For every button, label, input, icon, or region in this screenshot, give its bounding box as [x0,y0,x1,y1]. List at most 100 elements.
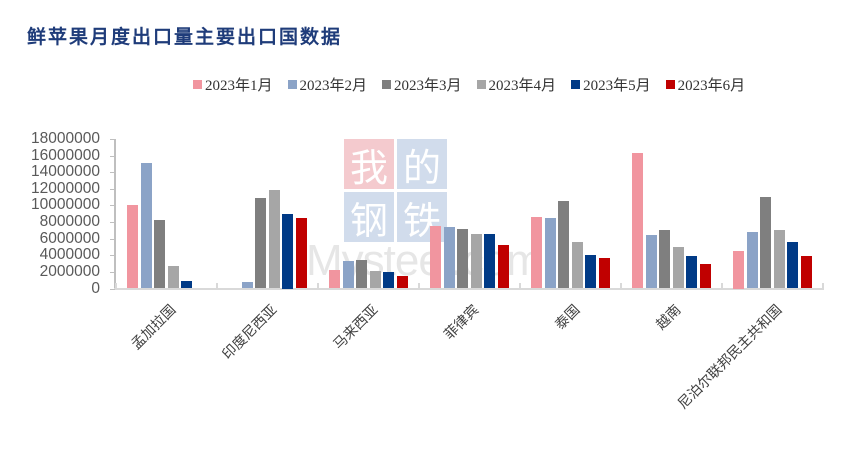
x-tick-mark [620,283,622,289]
y-tick-mark [110,272,115,273]
legend-label: 2023年3月 [394,78,462,94]
x-tick-mark [721,283,723,289]
legend-label: 2023年6月 [677,78,746,94]
x-tick-mark [519,283,521,289]
bar [470,233,482,289]
x-tick-mark [317,283,319,289]
y-tick-mark [110,255,115,256]
y-tick-mark [110,189,115,190]
bar [599,257,610,289]
bar [632,153,643,289]
x-tick-mark [216,283,218,289]
y-tick-label: 0 [91,279,100,297]
bar [241,281,253,289]
bar [558,201,570,289]
bar [544,217,556,289]
bar [773,230,785,289]
legend-item: 2023年3月 [382,74,462,95]
legend-item: 2023年4月 [476,74,557,95]
x-category-label: 尼泊尔联邦民主共和国 [674,302,785,413]
y-tick-label: 16000000 [31,146,100,164]
bar [140,163,152,289]
y-tick-mark [110,205,115,206]
legend-swatch-icon [382,80,392,89]
bar [498,245,509,289]
bar [672,246,684,289]
bar [127,205,138,289]
y-tick-label: 6000000 [39,229,100,247]
bar [484,233,496,289]
bar [383,271,395,289]
y-tick-label: 18000000 [31,130,100,147]
x-tick-mark [822,283,824,289]
x-category-label: 马来西亚 [329,302,381,353]
bar [329,270,340,289]
y-tick-mark [110,289,115,290]
y-axis-line [114,139,116,289]
y-tick-label: 12000000 [31,179,100,197]
y-tick-mark [110,239,115,240]
y-tick-mark [110,222,115,223]
legend-swatch-icon [665,80,675,89]
x-tick-mark [115,283,117,289]
x-tick-mark [418,283,420,289]
x-category-label: 孟加拉国 [127,302,179,353]
y-tick-label: 14000000 [31,163,100,181]
legend-swatch-icon [571,80,581,89]
bar [645,235,657,289]
bar [457,228,469,289]
bar [255,197,267,289]
bar [700,263,711,289]
watermark-char: 的 [397,139,447,190]
y-tick-mark [110,172,115,173]
x-axis-line [114,288,824,290]
bar [181,281,193,289]
legend-item: 2023年1月 [193,74,273,95]
bar [397,276,408,289]
legend-item: 2023年2月 [287,74,368,95]
y-tick-mark [110,139,115,140]
y-tick-label: 2000000 [39,262,100,280]
bar [746,232,758,289]
legend-swatch-icon [476,80,486,89]
x-category-label: 菲律宾 [440,302,482,344]
legend-item: 2023年6月 [665,74,746,95]
legend-label: 2023年5月 [583,78,651,94]
legend-swatch-icon [193,80,202,89]
y-tick-label: 10000000 [31,196,100,214]
watermark-char: 钢 [344,192,394,243]
bar [443,227,455,289]
y-tick-label: 8000000 [39,213,100,231]
y-tick-label: 4000000 [39,246,100,264]
chart-title: 鲜苹果月度出口量主要出口国数据 [27,26,343,48]
bar [154,220,166,289]
bar [356,260,368,289]
bar [659,230,671,289]
bar [430,226,441,289]
legend-label: 2023年1月 [205,78,273,94]
legend-swatch-icon [287,80,297,89]
y-axis-labels: 18000000 16000000 14000000 12000000 10000000… [0,0,100,456]
bar [369,271,381,289]
x-category-label: 泰国 [551,302,583,334]
x-category-label: 越南 [652,302,684,334]
bar [760,197,772,289]
legend-label: 2023年4月 [488,78,557,94]
bar [787,241,799,289]
bar [531,217,542,289]
bar [686,256,698,289]
bar [268,189,280,289]
chart-legend: 2023年1月 2023年2月 2023年3月 2023年4月 2023年5月 2023年… [193,74,760,95]
legend-label: 2023年2月 [299,78,368,94]
x-category-label: 印度尼西亚 [219,302,280,363]
bar [167,266,179,289]
bar [282,213,294,289]
bar [296,217,307,289]
watermark-char: 我 [344,139,394,190]
legend-item: 2023年5月 [571,74,651,95]
bar [801,256,812,289]
bar [342,261,354,289]
bar [571,241,583,289]
bar [585,255,597,289]
bar [733,251,744,289]
